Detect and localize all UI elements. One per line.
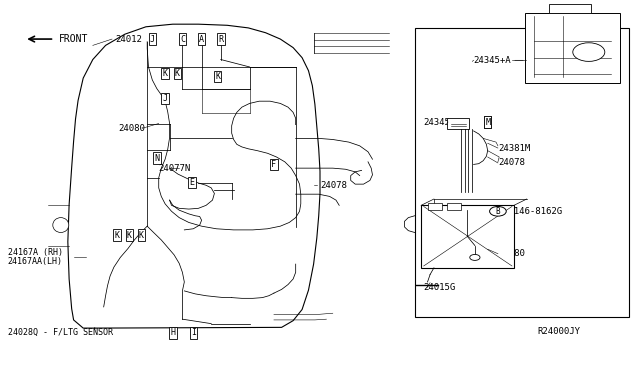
Text: K: K — [139, 231, 144, 240]
Bar — [421, 205, 514, 268]
Text: A: A — [199, 35, 204, 44]
Bar — [549, 4, 591, 13]
Text: N: N — [154, 154, 159, 163]
Text: H: H — [170, 328, 175, 337]
Text: R24000JY: R24000JY — [538, 327, 580, 336]
Text: K: K — [175, 69, 180, 78]
Text: J: J — [163, 94, 168, 103]
Text: E: E — [189, 178, 195, 187]
Text: 24028Q - F/LTG SENSOR: 24028Q - F/LTG SENSOR — [8, 328, 113, 337]
Circle shape — [470, 254, 480, 260]
Ellipse shape — [52, 218, 69, 232]
Text: M: M — [485, 118, 490, 126]
Text: 24077N: 24077N — [159, 164, 191, 173]
Text: K: K — [163, 69, 168, 78]
Text: 24015G: 24015G — [424, 283, 456, 292]
Bar — [525, 13, 620, 83]
Bar — [428, 203, 442, 210]
Circle shape — [490, 206, 506, 216]
Bar — [415, 28, 629, 317]
Text: 24078: 24078 — [498, 158, 525, 167]
Text: R: R — [218, 35, 223, 44]
Circle shape — [573, 43, 605, 61]
Text: 24080: 24080 — [118, 124, 145, 133]
Text: I: I — [191, 328, 196, 337]
Text: 24345+A: 24345+A — [474, 56, 511, 65]
Text: FRONT: FRONT — [59, 34, 88, 44]
Text: F: F — [271, 160, 276, 169]
Text: 24381M: 24381M — [498, 144, 530, 153]
Text: K: K — [115, 231, 120, 240]
Text: B: B — [495, 207, 500, 216]
Text: M: M — [485, 118, 490, 126]
Text: 24167AA(LH): 24167AA(LH) — [8, 257, 63, 266]
Text: K: K — [215, 72, 220, 81]
Text: 24167A (RH): 24167A (RH) — [8, 248, 63, 257]
Text: J: J — [150, 35, 155, 44]
Text: 24012: 24012 — [115, 35, 142, 44]
Text: 24080: 24080 — [498, 249, 525, 258]
Text: C: C — [180, 35, 185, 44]
Text: 24345: 24345 — [424, 118, 451, 126]
Text: K: K — [127, 231, 132, 240]
Text: 24078: 24078 — [320, 181, 347, 190]
Bar — [447, 118, 469, 129]
Text: 08146-8162G: 08146-8162G — [503, 207, 562, 216]
Bar — [447, 203, 461, 210]
